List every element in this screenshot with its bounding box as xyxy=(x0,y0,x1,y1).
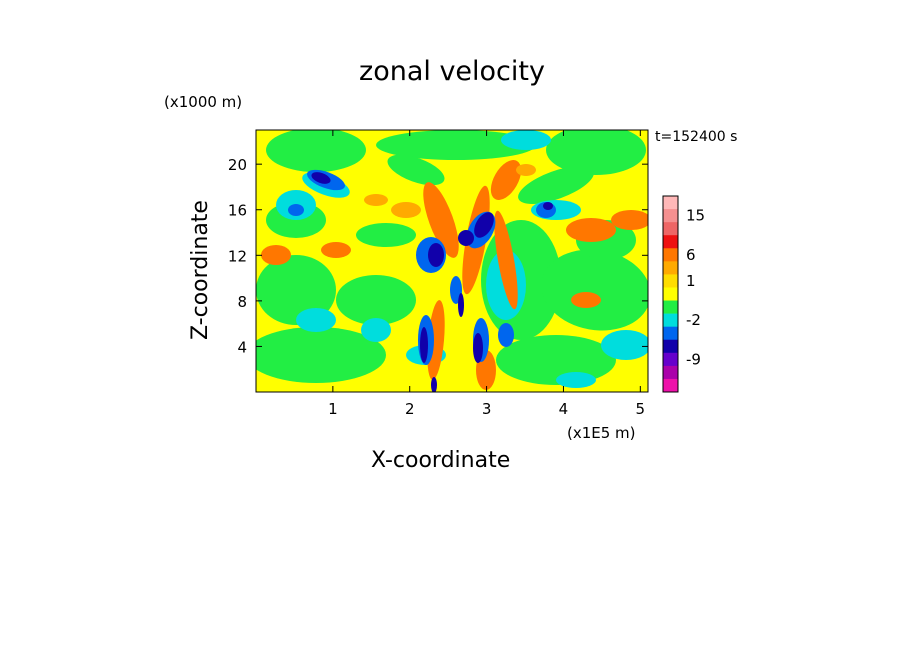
colorbar-tick-label: -2 xyxy=(686,311,701,329)
field-contour-patch xyxy=(391,202,421,218)
y-tick-label: 4 xyxy=(237,338,247,356)
colorbar-swatch xyxy=(663,287,678,301)
colorbar-swatch xyxy=(663,222,678,236)
field-contour-patch xyxy=(261,245,291,265)
field-contour-patch xyxy=(543,202,553,210)
field-contour-patch xyxy=(518,166,594,204)
field-contour-patch xyxy=(296,308,336,332)
field-contour-patch xyxy=(361,318,391,342)
y-tick-label: 16 xyxy=(228,202,247,220)
field-contour-patch xyxy=(458,230,474,246)
colorbar-frame xyxy=(662,195,679,393)
field-contour-patch xyxy=(288,204,304,216)
field-contour-patch xyxy=(423,182,459,258)
field-contour-patch xyxy=(420,327,428,363)
field-contour-patch xyxy=(387,154,445,186)
x-ticks: 1 2 3 4 5 xyxy=(328,130,645,418)
chart-title: zonal velocity xyxy=(359,56,545,87)
field-contour-patch xyxy=(498,323,514,347)
x-axis-label: X-coordinate xyxy=(371,448,511,473)
field-contour-patch xyxy=(473,333,483,363)
y-ticks: 4 8 12 16 20 xyxy=(228,156,648,356)
colorbar-swatch xyxy=(663,235,678,249)
field-contour-patch xyxy=(256,255,336,325)
field-contour-patch xyxy=(356,223,416,247)
field-contour-patch xyxy=(546,130,646,175)
field-contour-patch xyxy=(266,130,366,172)
field-contour-patch xyxy=(601,330,648,360)
field-contour-patch xyxy=(571,292,601,308)
colorbar-swatch xyxy=(663,378,678,393)
field-contour-patch xyxy=(427,300,445,380)
field-contour-patch xyxy=(256,327,386,383)
y-axis-unit: (x1000 m) xyxy=(164,93,243,111)
field-contour-patch xyxy=(364,194,388,206)
field-contour-patch xyxy=(428,243,444,267)
field-contour-patch xyxy=(494,210,518,310)
velocity-field xyxy=(256,130,648,392)
colorbar-tick-label: 6 xyxy=(686,246,696,264)
colorbar-swatch xyxy=(663,365,678,380)
field-contour-patch xyxy=(496,335,616,385)
colorbar-tick-label: -9 xyxy=(686,350,701,368)
colorbar-swatch xyxy=(663,196,678,210)
field-contour-patch xyxy=(431,377,437,392)
field-contour-patch xyxy=(566,218,616,242)
field-contour-patch xyxy=(516,164,536,176)
colorbar-swatch xyxy=(663,326,678,341)
field-contour-patch xyxy=(501,130,551,150)
x-tick-label: 4 xyxy=(559,400,569,418)
field-contour-patch xyxy=(541,249,648,331)
plot-frame xyxy=(255,129,649,393)
x-tick-label: 3 xyxy=(482,400,492,418)
x-tick-label: 1 xyxy=(328,400,338,418)
x-tick-label: 2 xyxy=(405,400,415,418)
field-contour-patch xyxy=(336,275,416,325)
colorbar-swatch xyxy=(663,274,678,288)
colorbar-swatch xyxy=(663,300,678,314)
colorbar: 15 6 1 -2 -9 xyxy=(662,195,705,393)
field-contour-patch xyxy=(474,212,494,238)
colorbar-tick-label: 15 xyxy=(686,207,705,225)
field-contour-patch xyxy=(321,242,351,258)
colorbar-swatch xyxy=(663,261,678,275)
colorbar-swatch xyxy=(663,313,678,327)
field-contour-patch xyxy=(611,210,648,230)
x-axis-unit: (x1E5 m) xyxy=(567,424,636,442)
colorbar-swatch xyxy=(663,209,678,223)
colorbar-swatch xyxy=(663,248,678,262)
field-contour-patch xyxy=(556,372,596,388)
field-contour-patch xyxy=(376,130,536,160)
y-tick-label: 20 xyxy=(228,156,247,174)
field-contour-patch xyxy=(458,293,464,317)
field-contour-patch xyxy=(490,160,522,200)
x-tick-label: 5 xyxy=(636,400,646,418)
colorbar-swatch xyxy=(663,352,678,367)
field-contour-patch xyxy=(311,172,331,184)
y-tick-label: 8 xyxy=(237,293,247,311)
colorbar-swatch xyxy=(663,339,678,354)
time-label: t=152400 s xyxy=(655,129,738,145)
colorbar-tick-label: 1 xyxy=(686,272,696,290)
y-tick-label: 12 xyxy=(228,247,247,265)
